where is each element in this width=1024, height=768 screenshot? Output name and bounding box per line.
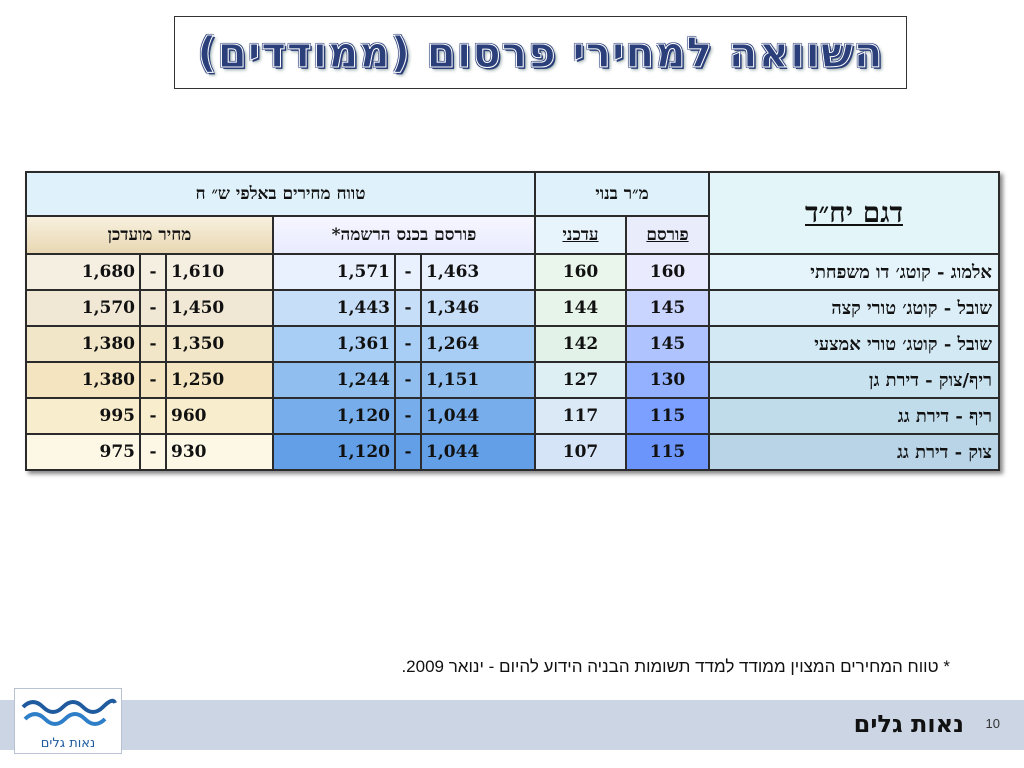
cell-area-published: 145: [625, 325, 710, 363]
cell-published-from: 1,044: [420, 397, 536, 435]
cell-model: שובל - קוטג׳ טורי אמצעי: [708, 325, 1000, 363]
cell-updated-to: 995: [25, 397, 141, 435]
table-row: שובל - קוטג׳ טורי קצה 145 144 1,346-1,443 1,…: [25, 289, 1000, 327]
cell-published-to: 1,120: [272, 433, 396, 471]
cell-published-to: 1,571: [272, 253, 396, 291]
cell-dash: -: [139, 325, 167, 363]
cell-dash: -: [139, 361, 167, 399]
table-row: ריף/צוק - דירת גן 130 127 1,151-1,244 1,250-…: [25, 361, 1000, 399]
cell-published-to: 1,443: [272, 289, 396, 327]
cell-published-to: 1,120: [272, 397, 396, 435]
cell-dash: -: [394, 325, 422, 363]
cell-model: ריף - דירת גג: [708, 397, 1000, 435]
cell-published-from: 1,264: [420, 325, 536, 363]
cell-published-from: 1,151: [420, 361, 536, 399]
footer-band: [0, 700, 1024, 750]
cell-updated-from: 1,450: [165, 289, 274, 327]
subheader-published-knesset: פורסם בכנס הרשמה*: [272, 215, 536, 255]
cell-model: שובל - קוטג׳ טורי קצה: [708, 289, 1000, 327]
cell-dash: -: [394, 433, 422, 471]
logo: נאות גלים: [14, 688, 122, 754]
cell-updated-from: 1,350: [165, 325, 274, 363]
cell-area-updated: 117: [534, 397, 627, 435]
table-row: צוק - דירת גג 115 107 1,044-1,120 930-975: [25, 433, 1000, 471]
cell-updated-to: 1,380: [25, 325, 141, 363]
table-row: שובל - קוטג׳ טורי אמצעי 145 142 1,264-1,361…: [25, 325, 1000, 363]
cell-updated-to: 1,380: [25, 361, 141, 399]
header-model: דגם יח״ד: [708, 171, 1000, 255]
price-comparison-table: דגם יח״ד מ״ר בנוי טווח מחירים באלפי ש״ ח…: [25, 171, 1000, 471]
table-row: ריף - דירת גג 115 117 1,044-1,120 960-995: [25, 397, 1000, 435]
cell-area-updated: 127: [534, 361, 627, 399]
cell-model: ריף/צוק - דירת גן: [708, 361, 1000, 399]
cell-model: אלמוג - קוטג׳ דו משפחתי: [708, 253, 1000, 291]
footnote: * טווח המחירים המצוין ממודד למדד תשומות …: [401, 657, 950, 676]
cell-updated-to: 1,680: [25, 253, 141, 291]
waves-icon: [21, 698, 117, 726]
cell-updated-to: 1,570: [25, 289, 141, 327]
cell-updated-from: 930: [165, 433, 274, 471]
cell-dash: -: [394, 397, 422, 435]
header-area: מ״ר בנוי: [534, 171, 710, 217]
cell-dash: -: [139, 433, 167, 471]
cell-area-published: 115: [625, 433, 710, 471]
cell-updated-to: 975: [25, 433, 141, 471]
cell-area-published: 145: [625, 289, 710, 327]
brand-name: נאות גלים: [853, 710, 964, 738]
cell-area-updated: 144: [534, 289, 627, 327]
subheader-updated: עדכני: [534, 215, 627, 255]
logo-text: נאות גלים: [40, 736, 96, 751]
table-row: אלמוג - קוטג׳ דו משפחתי 160 160 1,463-1,571…: [25, 253, 1000, 291]
cell-updated-from: 1,610: [165, 253, 274, 291]
cell-area-published: 160: [625, 253, 710, 291]
cell-dash: -: [139, 397, 167, 435]
cell-area-updated: 142: [534, 325, 627, 363]
cell-area-published: 130: [625, 361, 710, 399]
cell-updated-from: 1,250: [165, 361, 274, 399]
cell-published-to: 1,244: [272, 361, 396, 399]
page-number: 10: [985, 716, 1000, 731]
cell-area-updated: 160: [534, 253, 627, 291]
cell-dash: -: [394, 361, 422, 399]
cell-dash: -: [139, 289, 167, 327]
cell-area-updated: 107: [534, 433, 627, 471]
cell-published-from: 1,346: [420, 289, 536, 327]
cell-published-from: 1,463: [420, 253, 536, 291]
page-title: השוואה למחירי פרסום (ממודדים): [174, 16, 907, 89]
cell-dash: -: [394, 253, 422, 291]
cell-area-published: 115: [625, 397, 710, 435]
subheader-updated-price: מחיר מועדכן: [25, 215, 274, 255]
subheader-published: פורסם: [625, 215, 710, 255]
cell-dash: -: [139, 253, 167, 291]
cell-updated-from: 960: [165, 397, 274, 435]
cell-published-to: 1,361: [272, 325, 396, 363]
cell-dash: -: [394, 289, 422, 327]
cell-model: צוק - דירת גג: [708, 433, 1000, 471]
header-price-range: טווח מחירים באלפי ש״ ח: [25, 171, 536, 217]
cell-published-from: 1,044: [420, 433, 536, 471]
